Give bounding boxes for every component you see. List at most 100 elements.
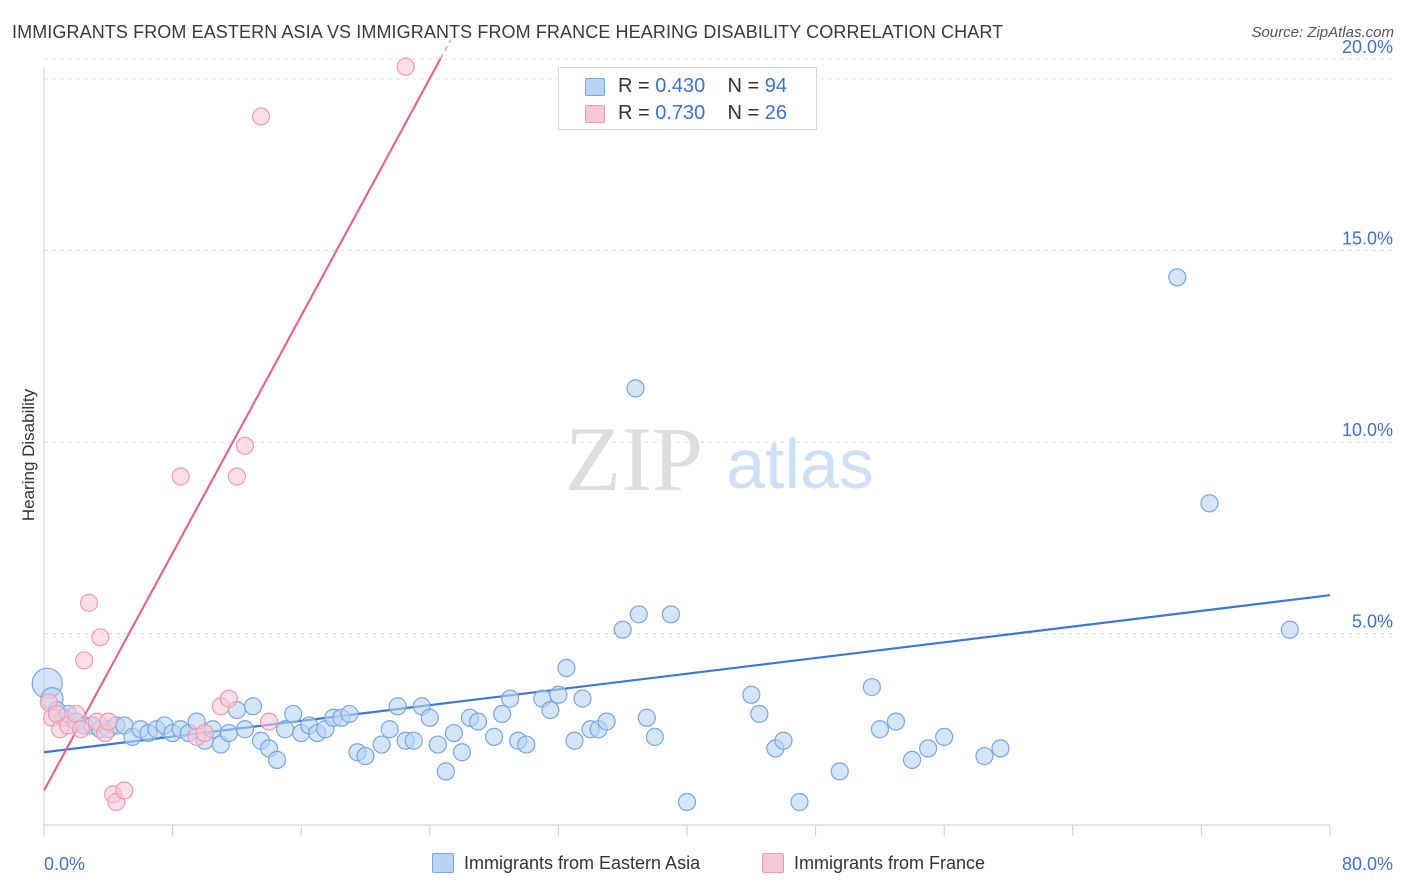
point-france	[219, 689, 238, 708]
point-eastern-asia	[276, 720, 295, 739]
point-eastern-asia	[388, 697, 407, 716]
bottom-legend-label: Immigrants from France	[794, 853, 986, 873]
point-france	[259, 712, 279, 731]
legend-swatch-pink	[585, 105, 605, 123]
point-france	[75, 651, 94, 670]
point-eastern-asia	[661, 605, 681, 624]
point-eastern-asia	[991, 739, 1010, 758]
point-eastern-asia	[235, 720, 255, 739]
trend-lines	[43, 39, 1331, 792]
point-eastern-asia	[243, 697, 263, 716]
point-eastern-asia	[886, 712, 906, 731]
point-eastern-asia	[629, 605, 648, 624]
bottom-legend-label: Immigrants from Eastern Asia	[464, 853, 701, 873]
legend-n-value: 94	[764, 75, 788, 97]
point-eastern-asia	[750, 704, 769, 724]
legend-r-value: 0.430	[655, 75, 706, 97]
point-eastern-asia	[573, 689, 592, 708]
bottom-legend-swatch-blue	[432, 853, 454, 873]
legend-swatch-blue	[585, 78, 605, 96]
point-france	[251, 107, 271, 126]
source-label: Source: ZipAtlas.com	[1251, 24, 1394, 41]
point-eastern-asia	[790, 792, 809, 812]
point-france	[171, 467, 190, 486]
point-eastern-asia	[830, 762, 849, 781]
legend-r-value: 0.730	[655, 102, 706, 124]
point-france	[115, 781, 134, 800]
y-tick-label: 5.0%	[1352, 612, 1393, 632]
point-france	[235, 436, 255, 455]
point-eastern-asia	[742, 685, 761, 704]
point-eastern-asia	[541, 700, 560, 720]
x-tick-label-min: 0.0%	[44, 854, 85, 874]
point-eastern-asia	[613, 620, 632, 639]
point-eastern-asia	[404, 731, 423, 750]
point-eastern-asia	[626, 379, 645, 398]
point-france	[91, 628, 110, 647]
point-eastern-asia	[557, 658, 576, 678]
trend-line-eastern-asia	[43, 594, 1331, 754]
y-tick-label: 10.0%	[1342, 420, 1393, 440]
point-eastern-asia	[219, 723, 238, 743]
point-eastern-asia	[565, 731, 584, 750]
point-eastern-asia	[420, 708, 439, 727]
correlation-legend: R = 0.430 N = 94 R = 0.730 N = 26	[558, 67, 817, 130]
grid-lines	[44, 58, 1394, 634]
point-eastern-asia	[597, 712, 616, 731]
point-eastern-asia	[517, 735, 536, 754]
point-eastern-asia	[372, 735, 391, 754]
x-tick-label-max: 80.0%	[1342, 854, 1393, 874]
point-eastern-asia	[380, 720, 399, 739]
legend-n-value: 26	[764, 102, 788, 124]
point-eastern-asia	[493, 704, 512, 724]
legend-r-label: R =	[618, 75, 656, 97]
point-eastern-asia	[1168, 268, 1187, 287]
legend-n-label: N =	[727, 75, 765, 97]
point-eastern-asia	[267, 750, 287, 769]
chart-title: IMMIGRANTS FROM EASTERN ASIA VS IMMIGRAN…	[12, 22, 1004, 42]
point-france	[99, 712, 118, 731]
trend-line-france-extension	[439, 39, 452, 59]
point-eastern-asia	[549, 685, 568, 704]
point-france	[396, 57, 415, 76]
point-france	[79, 593, 99, 612]
point-eastern-asia	[975, 746, 994, 766]
point-eastern-asia	[677, 792, 697, 812]
data-points	[31, 57, 1299, 812]
point-eastern-asia	[1200, 494, 1219, 513]
tick-labels: 5.0% 10.0% 15.0% 20.0% 0.0% 80.0%	[44, 37, 1393, 874]
watermark-atlas: atlas	[726, 425, 874, 503]
point-eastern-asia	[870, 720, 890, 739]
point-eastern-asia	[501, 689, 520, 708]
point-eastern-asia	[935, 727, 954, 747]
y-tick-label: 20.0%	[1342, 37, 1393, 57]
point-eastern-asia	[645, 727, 664, 747]
legend-r-label: R =	[618, 102, 656, 124]
trend-line-france	[43, 58, 442, 792]
watermark-zip: ZIP	[565, 408, 703, 510]
point-france	[71, 720, 91, 739]
point-eastern-asia	[428, 735, 447, 754]
point-eastern-asia	[902, 750, 922, 769]
point-eastern-asia	[1280, 620, 1299, 639]
y-tick-label: 15.0%	[1342, 229, 1393, 249]
point-eastern-asia	[340, 704, 359, 724]
legend-n-label: N =	[727, 102, 765, 124]
point-eastern-asia	[862, 678, 881, 697]
point-eastern-asia	[485, 727, 504, 747]
point-eastern-asia	[774, 731, 793, 750]
point-france	[227, 467, 246, 486]
point-eastern-asia	[452, 743, 472, 762]
point-france	[67, 704, 86, 724]
bottom-legend-swatch-pink	[762, 853, 784, 873]
point-france	[195, 723, 214, 743]
point-eastern-asia	[637, 708, 656, 727]
point-eastern-asia	[284, 704, 303, 724]
point-eastern-asia	[444, 723, 464, 743]
watermark: ZIP atlas	[565, 408, 874, 510]
point-eastern-asia	[356, 746, 375, 766]
point-eastern-asia	[468, 712, 488, 731]
point-eastern-asia	[919, 739, 938, 758]
point-eastern-asia	[436, 762, 455, 781]
